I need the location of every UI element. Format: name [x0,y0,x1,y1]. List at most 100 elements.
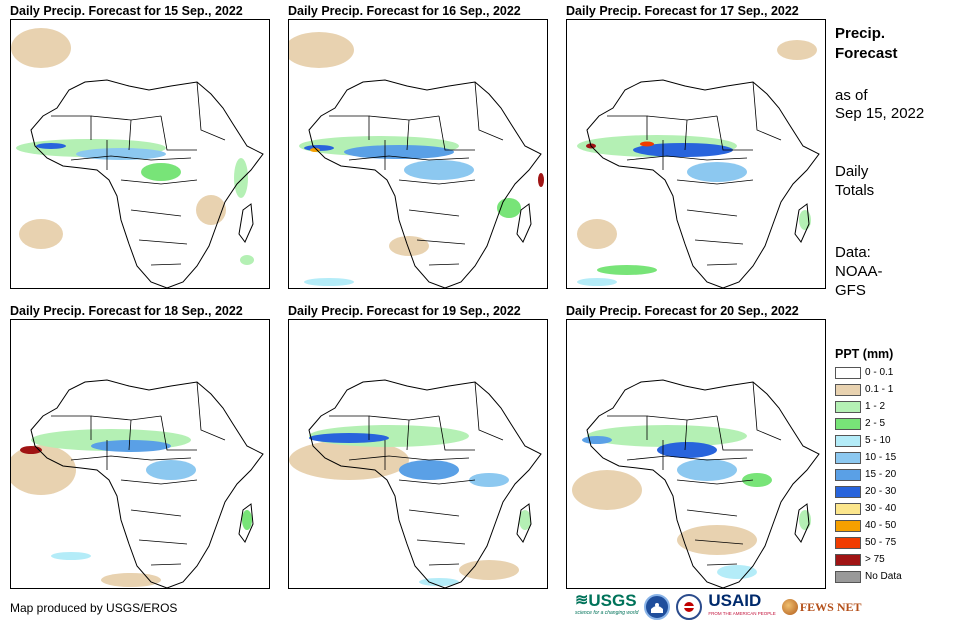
country-border [686,509,738,517]
legend-swatch [835,553,861,566]
legend-item: 2 - 5 [835,417,885,430]
precip-area [577,278,617,286]
legend-item: 10 - 15 [835,451,896,464]
precip-area [640,141,654,147]
country-border [706,563,738,566]
precip-map [566,19,826,289]
precip-area [141,163,181,181]
precip-area [687,162,747,182]
madagascar-outline [516,203,532,243]
panel-title: Daily Precip. Forecast for 15 Sep., 2022 [10,4,243,18]
country-border [138,239,188,245]
legend-swatch [835,468,861,481]
legend-item: 0 - 0.1 [835,366,893,379]
panel-title: Daily Precip. Forecast for 17 Sep., 2022 [566,4,799,18]
precip-map [288,319,548,589]
country-border [686,209,738,217]
country-border [646,115,718,121]
madagascar-outline [794,203,810,243]
africa-map-svg [289,32,544,288]
country-border [752,381,782,441]
country-border [196,81,226,141]
legend-swatch [835,451,861,464]
precip-area [582,436,612,444]
coastline [586,379,820,588]
precip-area [519,510,531,530]
precip-area [799,510,811,530]
precip-area [577,219,617,249]
legend-label: > 75 [865,554,885,565]
legend-label: 0.1 - 1 [865,384,894,395]
fews-logo: FEWS NET [781,599,862,615]
country-border [646,415,718,421]
country-border [150,263,182,266]
country-border [90,115,162,121]
country-border [368,415,440,421]
precip-area [234,158,248,198]
country-border [474,81,504,141]
precip-area [289,32,354,68]
country-border [416,539,466,545]
precip-area [799,210,811,230]
coastline [308,379,542,588]
precip-map [288,19,548,289]
usaid-wordmark: USAID [708,591,762,610]
legend-label: No Data [865,571,902,582]
asof-date: Sep 15, 2022 [835,105,925,122]
country-border [130,509,182,517]
country-border [348,155,470,161]
legend-item: 40 - 50 [835,519,896,532]
country-border [70,155,192,161]
precip-map [10,319,270,589]
country-border [428,263,460,266]
legend-label: 15 - 20 [865,469,897,480]
country-border [694,539,744,545]
country-border [406,419,410,451]
precip-area [572,470,642,510]
precip-area [717,565,757,579]
precip-area [469,473,509,487]
country-border [196,381,226,441]
side-title-line2: Forecast [835,45,898,62]
country-border [438,115,475,151]
precip-area [51,552,91,560]
madagascar-outline [238,503,254,543]
panel-title: Daily Precip. Forecast for 16 Sep., 2022 [288,4,521,18]
precip-area [677,525,757,555]
precip-area [538,173,544,187]
country-border [120,479,198,485]
noaa-logo-icon [644,594,671,620]
legend-swatch [835,400,861,413]
country-border [716,115,753,151]
country-border [408,509,460,517]
legend-swatch [835,502,861,515]
precip-area [304,278,354,286]
legend-item: 30 - 40 [835,502,896,515]
country-border [130,209,182,217]
country-border [684,119,688,151]
precip-area [742,473,772,487]
country-border [128,119,132,151]
usgs-tagline: science for a changing world [575,610,639,616]
country-border [70,455,192,461]
legend-swatch [835,536,861,549]
madagascar-outline [516,503,532,543]
country-border [138,539,188,545]
country-border [716,415,753,451]
usgs-wave-icon: ≋ [575,592,589,609]
data-source-line1: Data: [835,244,871,261]
country-border [684,419,688,451]
country-border [398,179,476,185]
asof-line1: as of [835,87,868,104]
precip-area [146,460,196,480]
legend-label: 10 - 15 [865,452,897,463]
country-border [676,179,754,185]
legend-item: 20 - 30 [835,485,896,498]
logo-strip: ≋ USGS science for a changing world USAI… [575,591,862,620]
precip-area [11,28,71,68]
precip-area [11,445,76,495]
coastline [308,79,542,288]
fews-wordmark: FEWS NET [799,599,862,614]
country-border [398,479,476,485]
credit-text: Map produced by USGS/EROS [10,601,178,615]
